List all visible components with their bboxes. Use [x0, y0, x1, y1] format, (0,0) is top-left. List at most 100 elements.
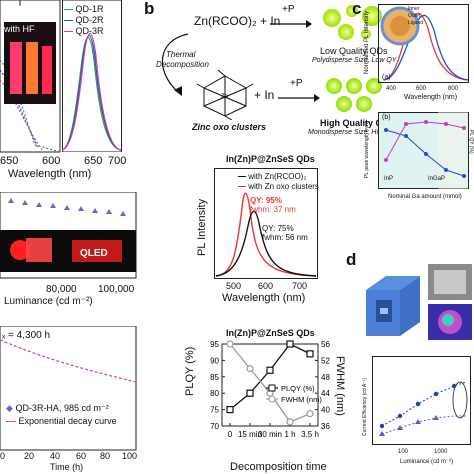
data-point: [246, 365, 254, 373]
x-tick: 60: [76, 451, 87, 461]
pl-chart-plot: [214, 168, 318, 279]
y-tick-label: 75: [210, 406, 219, 415]
y-axis-label: Normalized PL Intensity: [364, 10, 370, 74]
y-tick-label: 90: [210, 356, 219, 365]
low-quality-qds-icon: [323, 5, 382, 40]
low-quality-title: Low Quality QDs: [320, 46, 388, 56]
data-point: [306, 350, 314, 358]
x-tick: 400: [386, 86, 397, 92]
panel-c-spectrum: [378, 4, 469, 83]
y2-tick-label: 48: [321, 373, 330, 382]
x-tick: 80: [100, 451, 111, 461]
x-tick-label: 1 h: [284, 430, 295, 439]
y2-tick-label: 44: [321, 389, 330, 398]
pl-chart-title: In(Zn)P@ZnSeS QDs: [226, 154, 315, 164]
thermal-label: Thermal: [166, 50, 196, 59]
x-tick: 600: [416, 86, 427, 92]
sub-a-label: (a): [382, 74, 391, 81]
x-tick: 650: [84, 155, 103, 167]
region-label: InGaP: [428, 176, 446, 182]
data-point: [286, 340, 294, 348]
x-tick: 40: [50, 451, 61, 461]
x-axis-label: Wavelength (nm): [404, 94, 458, 101]
y-axis-label: PLQY (%): [184, 346, 196, 396]
x-tick: 600: [42, 155, 61, 167]
panel-c-ga-plot: [378, 112, 469, 189]
x-axis-label: Luminance (cd m⁻²): [4, 296, 93, 307]
panel-a-lifetime-plot: [0, 326, 137, 451]
inset-label: Outer: [408, 13, 421, 19]
y2-tick-label: 36: [321, 422, 330, 431]
y-tick-label: 85: [210, 373, 219, 382]
reaction-1: Zn(RCOO)₂ + In: [194, 14, 281, 28]
x-tick: 500: [226, 281, 242, 291]
x-tick: 700: [292, 281, 308, 291]
legend-item: ◆ QD-3R-HA, 985 cd m⁻²: [6, 403, 109, 413]
qy-black: QY: 75%: [262, 224, 294, 233]
x-tick: 600: [258, 281, 274, 291]
svg-text:Zn: Zn: [221, 94, 228, 100]
legend-item: QD-2R: [64, 15, 120, 26]
panel-a-decay-legend: ◆ QD-3R-HA, 985 cd m⁻² Exponential decay…: [6, 402, 117, 428]
data-point: [226, 340, 234, 348]
legend-marker: [268, 395, 276, 403]
y-axis-label: PL peak wavelength (nm): [364, 121, 370, 178]
x-axis-label: Wavelength (nm): [8, 168, 92, 180]
x-tick: 100,000: [98, 284, 135, 295]
pl-legend: with Zn(RCOO)₂ with Zn oxo clusters: [238, 172, 319, 192]
legend-item: QD-3R: [64, 26, 120, 37]
legend-item: with Zn(RCOO)₂: [238, 172, 319, 182]
x-axis-label: Time (h): [50, 462, 84, 472]
legend-label: PLQY (%): [281, 384, 315, 393]
x-tick-label: 15 min: [238, 430, 262, 439]
data-point: [226, 405, 234, 414]
qy-red: QY: 95%: [250, 196, 282, 205]
y-axis-label: PL Intensity: [196, 198, 208, 256]
y-tick-label: 80: [210, 389, 219, 398]
x-axis-label: Wavelength (nm): [222, 292, 306, 304]
x-tick: 100: [122, 451, 138, 461]
fwhm-red: fwhm: 37 nm: [250, 205, 296, 214]
x-tick: 80,000: [46, 284, 77, 295]
reaction-2: + In: [254, 88, 275, 102]
panel-letter-d: d: [346, 250, 357, 269]
x-tick-label: 30 min: [258, 430, 282, 439]
legend-item: Exponential decay curve: [6, 415, 117, 428]
panel-a-legend: QD-1R QD-2R QD-3R: [64, 4, 120, 37]
x-tick-label: 0: [228, 430, 233, 439]
x-tick: 700: [108, 155, 127, 167]
thermal-decomposition-arrow: [161, 33, 189, 96]
x-axis-label: Nominal Ga amount (mmol): [388, 194, 462, 200]
x-tick: 100: [398, 449, 409, 455]
x-axis-label: Luminance (cd m⁻²): [400, 459, 454, 465]
low-quality-sub: Polydisperse Size, Low QY: [312, 57, 397, 64]
cluster-label: Zinc oxo clusters: [192, 122, 267, 132]
high-quality-qds-icon: [326, 78, 382, 112]
legend-item: QD-1R: [64, 4, 120, 15]
panel-a-luminance-plot: [0, 192, 137, 279]
x-tick: 650: [0, 155, 19, 167]
panel-letter-c: c: [352, 0, 362, 18]
y2-axis-label: FWHM (nm): [334, 356, 346, 416]
panel-a-spectrum-2: [62, 0, 122, 152]
legend-label: FWHM (nm): [281, 395, 322, 404]
decomp-chart-title: In(Zn)P@ZnSeS QDs: [226, 328, 315, 338]
panel-a-spectrum-1: [0, 0, 61, 153]
panel-d-efficiency-plot: [372, 356, 471, 445]
high-quality-title: High Quality QDs: [320, 118, 395, 128]
panel-d-device-images: [366, 264, 472, 340]
x-tick-label: 3.5 h: [301, 430, 319, 439]
data-point: [266, 366, 274, 374]
inset-label: Inner: [408, 6, 420, 12]
legend-item: with Zn oxo clusters: [238, 182, 319, 192]
inset-label: Ligand: [408, 20, 424, 26]
y2-tick-label: 52: [321, 356, 330, 365]
t-label: ₓ = 4,300 h: [2, 330, 51, 341]
high-quality-sub: Monodisperse Size, High QY: [308, 129, 398, 136]
y2-tick-label: 56: [321, 340, 330, 349]
x-axis-label: Decomposition time: [230, 461, 327, 473]
sub-b-label: (b): [382, 114, 391, 121]
x-tick: 800: [448, 86, 459, 92]
reaction-arrow-2: [278, 94, 320, 102]
